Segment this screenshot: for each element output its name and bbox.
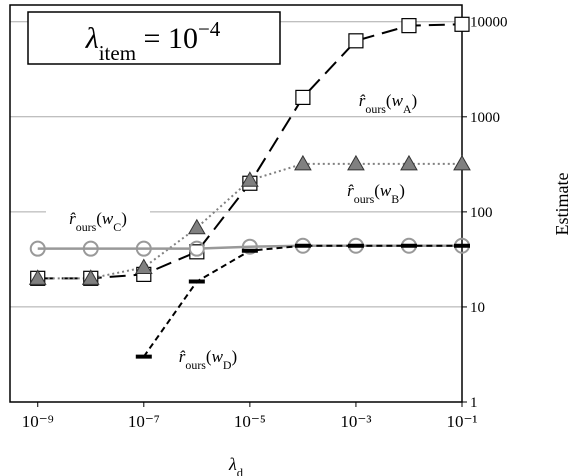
annotation: r̂ours(wA) bbox=[359, 91, 417, 116]
text-part: ( bbox=[96, 209, 102, 228]
marker bbox=[82, 240, 99, 257]
text-part: = 10 bbox=[136, 22, 198, 55]
text-part: r̂ bbox=[347, 181, 354, 200]
marker bbox=[295, 89, 311, 106]
marker bbox=[400, 154, 418, 171]
annotation-bg bbox=[46, 206, 150, 234]
marker bbox=[241, 238, 258, 255]
x-tick-label: 10⁻⁵ bbox=[234, 412, 266, 431]
text-part: ours bbox=[365, 102, 386, 116]
series-line bbox=[37, 162, 462, 280]
marker bbox=[347, 154, 365, 171]
text-part: r̂ bbox=[69, 209, 76, 228]
text-part: ours bbox=[354, 192, 375, 206]
plot-frame bbox=[9, 4, 463, 403]
text-part: r̂ bbox=[179, 347, 186, 366]
y-axis-label: Estimate bbox=[552, 172, 572, 235]
annotation-bg bbox=[324, 178, 428, 206]
text-part: C bbox=[113, 220, 121, 234]
text-part: λ bbox=[85, 22, 99, 55]
text-part: D bbox=[223, 358, 232, 372]
marker bbox=[81, 269, 100, 285]
text-part: −4 bbox=[198, 17, 221, 41]
annotation: r̂ours(wB) bbox=[347, 181, 405, 206]
text-part: ours bbox=[76, 220, 97, 234]
text-part: w bbox=[392, 91, 404, 110]
marker bbox=[134, 258, 153, 274]
text-part: B bbox=[391, 192, 399, 206]
annotation-bg bbox=[156, 344, 260, 372]
text-part: item bbox=[99, 41, 136, 65]
text-part: ) bbox=[232, 347, 238, 366]
x-tick-label: 10⁻¹ bbox=[446, 412, 477, 431]
y-tick-label: 1 bbox=[470, 395, 478, 411]
text-part: ) bbox=[121, 209, 127, 228]
marker bbox=[401, 18, 417, 34]
text-part: ours bbox=[185, 358, 206, 372]
text-part: λ bbox=[228, 454, 237, 474]
text-part: r̂ bbox=[359, 91, 366, 110]
x-tick-label: 10⁻⁷ bbox=[128, 412, 160, 431]
annotation-box bbox=[27, 11, 281, 65]
marker bbox=[348, 33, 364, 49]
text-part: ( bbox=[206, 347, 212, 366]
marker bbox=[135, 240, 152, 257]
text-part: w bbox=[102, 209, 114, 228]
y-tick-label: 10000 bbox=[470, 15, 508, 31]
text-part: ) bbox=[399, 181, 405, 200]
text-part: ( bbox=[386, 91, 392, 110]
marker bbox=[189, 244, 205, 260]
x-tick-label: 10⁻³ bbox=[340, 412, 371, 431]
marker bbox=[28, 269, 47, 285]
text-part: A bbox=[403, 102, 412, 116]
text-part: ) bbox=[412, 91, 418, 110]
y-tick-label: 1000 bbox=[470, 110, 500, 126]
text-part: d bbox=[237, 466, 244, 476]
marker bbox=[188, 240, 205, 257]
annotation: r̂ours(wC) bbox=[69, 209, 127, 234]
text-part: ( bbox=[374, 181, 380, 200]
annotation: r̂ours(wD) bbox=[179, 347, 237, 372]
annotation: λitem = 10−4 bbox=[85, 17, 221, 65]
y-tick-label: 10 bbox=[470, 300, 485, 316]
marker bbox=[29, 240, 46, 257]
marker bbox=[453, 154, 471, 171]
marker bbox=[241, 171, 259, 187]
x-axis-label: λd bbox=[228, 454, 244, 476]
annotation-bg bbox=[336, 88, 440, 116]
x-tick-label: 10⁻⁹ bbox=[22, 412, 54, 431]
marker bbox=[454, 16, 470, 32]
marker bbox=[187, 218, 206, 235]
marker bbox=[294, 154, 312, 171]
text-part: w bbox=[212, 347, 224, 366]
y-tick-label: 100 bbox=[470, 205, 493, 221]
text-part: w bbox=[380, 181, 392, 200]
